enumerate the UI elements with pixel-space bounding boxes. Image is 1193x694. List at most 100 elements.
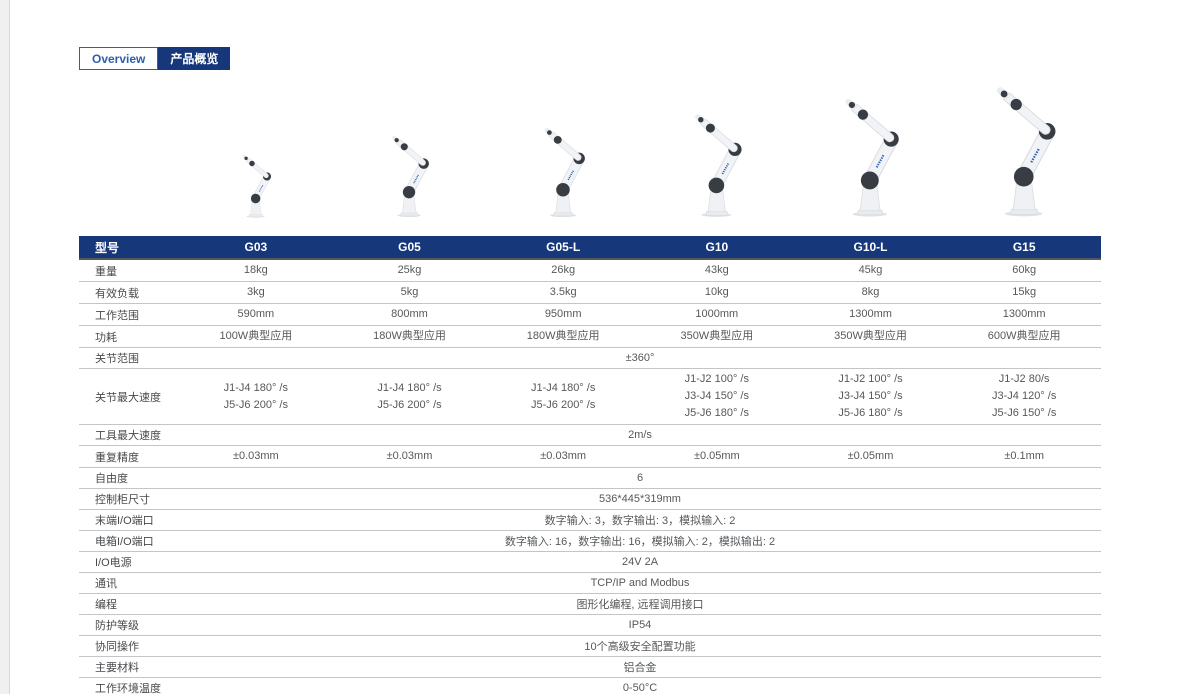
spec-table: 型号 G03 G05 G05-L G10 G10-L G15 重量 18kg 25kg 26kg 4… (79, 236, 1101, 694)
cell-value: 1000mm (695, 308, 739, 321)
cell-value: J1-J4 180° /s J5-J6 200° /s (223, 381, 288, 411)
table-row: 电箱I/O端口 数字输入: 16，数字输出: 16，模拟输入: 2，模拟输出: 2 (79, 531, 1101, 553)
cell-value: 5kg (400, 286, 419, 299)
cell-value: 350W典型应用 (834, 330, 907, 343)
row-label: 末端I/O端口 (95, 515, 154, 528)
table-header-g10-l: G10-L (853, 240, 888, 254)
cell-value: 8kg (861, 286, 880, 299)
table-row: 工具最大速度 2m/s (79, 425, 1101, 447)
cell-value: J1-J4 180° /s J5-J6 200° /s (531, 381, 596, 411)
row-label: 主要材料 (95, 662, 139, 675)
cell-value: 3kg (246, 286, 265, 299)
table-row: 工作环境温度 0-50°C (79, 678, 1101, 694)
cell-value: 26kg (551, 264, 576, 276)
row-value: 10个高级安全配置功能 (584, 641, 696, 654)
table-header-g05-l: G05-L (546, 240, 581, 254)
row-value: 24V 2A (621, 556, 659, 569)
cell-value: 15kg (1012, 286, 1037, 299)
cell-value: 10kg (704, 286, 729, 299)
table-row: 自由度 6 (79, 468, 1101, 490)
table-row: 防护等级 IP54 (79, 615, 1101, 637)
cell-value: ±0.03mm (540, 450, 587, 463)
row-value: ±360° (625, 352, 655, 365)
cell-value: 180W典型应用 (373, 330, 446, 343)
cell-value: ±0.05mm (693, 450, 740, 463)
robot-arm-icon (829, 95, 912, 219)
row-label: 协同操作 (95, 641, 139, 654)
row-value: 2m/s (628, 429, 652, 442)
row-label: 防护等级 (95, 620, 139, 633)
cell-value: 1300mm (849, 308, 892, 321)
table-header-model: 型号 (95, 240, 120, 255)
table-header-g03: G03 (244, 240, 268, 254)
robot-arm-icon (681, 111, 753, 219)
robot-image-g05-l (486, 125, 640, 219)
cell-value: ±0.05mm (847, 450, 894, 463)
row-label: 重复精度 (95, 451, 139, 464)
cell-value: 60kg (1012, 264, 1037, 276)
row-label: 关节范围 (95, 353, 139, 366)
cell-value: J1-J2 100° /s J3-J4 150° /s J5-J6 180° /s (684, 373, 749, 420)
row-label: 电箱I/O端口 (95, 536, 154, 549)
table-row: 有效负载 3kg 5kg 3.5kg 10kg 8kg 15kg (79, 282, 1101, 305)
cell-value: 18kg (243, 264, 268, 276)
robot-arm-icon (381, 133, 438, 219)
cell-value: 3.5kg (549, 286, 577, 299)
row-value: 536*445*319mm (599, 493, 681, 506)
row-label: 自由度 (95, 473, 128, 486)
table-row: I/O电源 24V 2A (79, 552, 1101, 574)
cell-value: J1-J4 180° /s J5-J6 200° /s (377, 381, 442, 411)
cell-value: 45kg (858, 264, 883, 276)
row-value: 数字输入: 3，数字输出: 3，模拟输入: 2 (544, 515, 736, 528)
row-value: 数字输入: 16，数字输出: 16，模拟输入: 2，模拟输出: 2 (504, 536, 776, 549)
table-row: 重量 18kg 25kg 26kg 43kg 45kg 60kg (79, 260, 1101, 283)
cell-value: 800mm (391, 308, 428, 321)
cell-value: 100W典型应用 (219, 330, 293, 343)
left-panel-edge (0, 0, 10, 694)
cell-value: 600W典型应用 (987, 330, 1061, 343)
cell-value: J1-J2 100° /s J3-J4 150° /s J5-J6 180° /s (838, 373, 903, 420)
table-header-g05: G05 (398, 240, 421, 254)
robot-images-row (79, 75, 1101, 219)
tab-product-overview[interactable]: 产品概览 (158, 47, 231, 70)
cell-value: J1-J2 80/s J3-J4 120° /s J5-J6 150° /s (992, 373, 1057, 420)
tab-overview[interactable]: Overview (79, 47, 159, 70)
table-row: 控制柜尺寸 536*445*319mm (79, 489, 1101, 511)
table-row: 末端I/O端口 数字输入: 3，数字输出: 3，模拟输入: 2 (79, 510, 1101, 532)
row-label: 控制柜尺寸 (95, 494, 150, 507)
robot-image-g10 (640, 111, 794, 219)
table-row: 主要材料 铝合金 (79, 657, 1101, 679)
row-label: 工作范围 (95, 309, 139, 322)
table-row: 关节范围 ±360° (79, 348, 1101, 370)
robot-image-g15 (947, 83, 1101, 219)
table-header-g15: G15 (1012, 240, 1036, 254)
spec-table-body: 重量 18kg 25kg 26kg 43kg 45kg 60kg 有效负载 3kg 5kg 3.5k… (79, 260, 1101, 694)
robot-arm-icon (532, 125, 595, 219)
table-row: 功耗 100W典型应用 180W典型应用 180W典型应用 350W典型应用 350W典型… (79, 326, 1101, 349)
row-value: 图形化编程, 远程调用接口 (576, 599, 704, 612)
row-value: 0-50°C (622, 682, 658, 694)
robot-arm-icon (234, 153, 278, 219)
cell-value: ±0.1mm (1004, 450, 1044, 463)
robot-image-g10-l (794, 95, 948, 219)
table-row: 关节最大速度 J1-J4 180° /s J5-J6 200° /s J1-J4 18… (79, 369, 1101, 426)
table-row: 重复精度 ±0.03mm ±0.03mm ±0.03mm ±0.05mm ±0.05mm ±… (79, 446, 1101, 469)
cell-value: 1300mm (1002, 308, 1046, 321)
row-value: TCP/IP and Modbus (590, 577, 690, 590)
cell-value: ±0.03mm (232, 450, 279, 463)
row-label: 通讯 (95, 578, 117, 591)
row-value: IP54 (628, 619, 652, 632)
table-row: 编程 图形化编程, 远程调用接口 (79, 594, 1101, 616)
cell-value: 180W典型应用 (526, 330, 600, 343)
row-label: 关节最大速度 (95, 391, 161, 404)
cell-value: 25kg (397, 264, 422, 276)
row-value: 铝合金 (623, 662, 657, 675)
cell-value: 950mm (544, 308, 582, 321)
row-label: 编程 (95, 599, 117, 612)
row-label: 工具最大速度 (95, 430, 161, 443)
row-label: 有效负载 (95, 287, 139, 300)
cell-value: ±0.03mm (386, 450, 433, 463)
row-label: 功耗 (95, 331, 117, 344)
